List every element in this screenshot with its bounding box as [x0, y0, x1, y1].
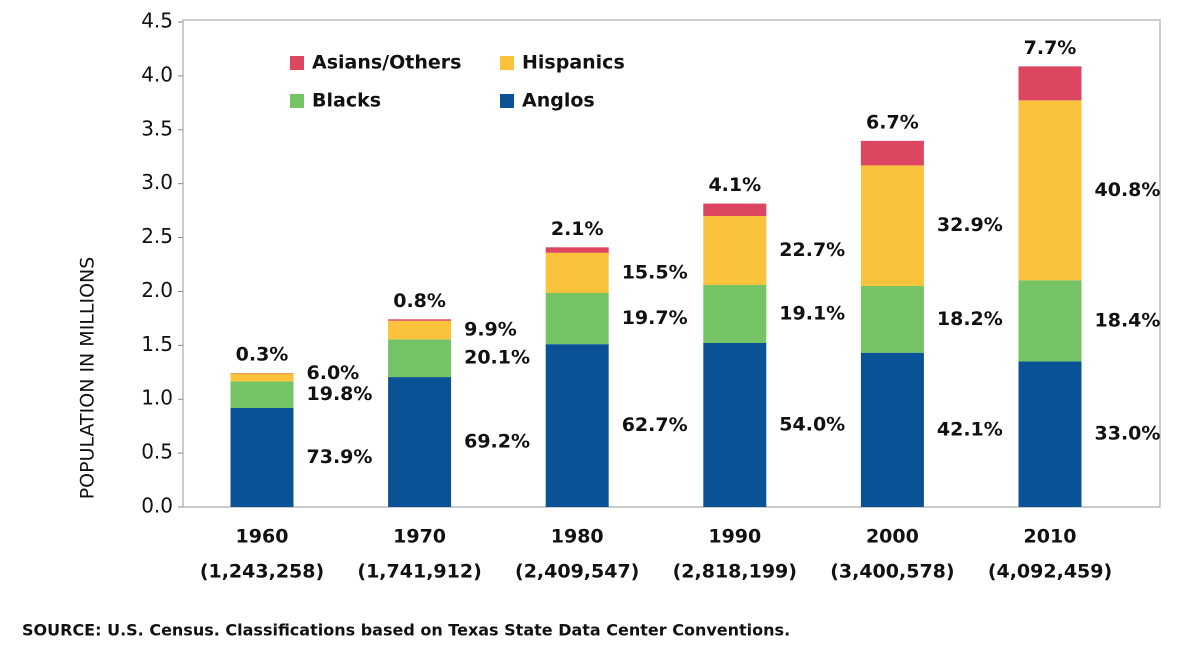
- source-note: SOURCE: U.S. Census. Classifications bas…: [22, 621, 790, 640]
- share-label: 15.5%: [622, 261, 688, 283]
- x-tick-label: 1960: [236, 526, 289, 548]
- x-tick-label: 1990: [708, 526, 761, 548]
- share-label: 7.7%: [1024, 37, 1077, 59]
- bar-segment: [388, 339, 452, 378]
- share-label: 0.3%: [236, 343, 289, 365]
- y-tick-label: 3.0: [141, 170, 173, 194]
- share-label: 69.2%: [464, 431, 530, 453]
- share-label: 73.9%: [307, 446, 373, 468]
- legend-label: Blacks: [312, 90, 381, 112]
- bar-segment: [388, 320, 452, 340]
- y-axis-label: POPULATION IN MILLIONS: [77, 257, 99, 500]
- bar-segment: [860, 352, 924, 507]
- share-label: 6.7%: [866, 111, 919, 133]
- bar-segment: [703, 203, 767, 217]
- legend-swatch: [290, 94, 304, 108]
- bar-segment: [388, 377, 452, 507]
- share-label: 9.9%: [464, 319, 517, 341]
- bar-segment: [230, 407, 294, 507]
- x-tick-label: 2010: [1024, 526, 1077, 548]
- x-tick-label: 1970: [393, 526, 446, 548]
- bar-segment: [1018, 66, 1082, 101]
- x-tick-sublabel: (1,243,258): [200, 561, 324, 583]
- bar-segment: [230, 373, 294, 382]
- y-tick-label: 2.5: [141, 224, 173, 248]
- bar-segment: [1018, 280, 1082, 362]
- share-label: 42.1%: [937, 418, 1003, 440]
- plot-frame: [182, 19, 1161, 508]
- legend-swatch: [500, 56, 514, 70]
- y-tick-label: 1.0: [141, 386, 173, 410]
- bar-segment: [860, 165, 924, 287]
- y-tick-label: 4.5: [141, 9, 173, 33]
- legend-label: Asians/Others: [312, 52, 461, 74]
- share-label: 54.0%: [779, 413, 845, 435]
- share-label: 19.8%: [307, 383, 373, 405]
- share-label: 20.1%: [464, 347, 530, 369]
- bar-segment: [703, 284, 767, 343]
- x-tick-sublabel: (1,741,912): [357, 561, 481, 583]
- share-label: 0.8%: [393, 290, 446, 312]
- bar-segment: [1018, 361, 1082, 507]
- y-tick-label: 4.0: [141, 62, 173, 86]
- bar-segment: [230, 381, 294, 408]
- bar-segment: [545, 252, 609, 294]
- bar-segment: [703, 342, 767, 507]
- x-tick-label: 1980: [551, 526, 604, 548]
- x-tick-sublabel: (4,092,459): [988, 561, 1112, 583]
- bar-segment: [545, 247, 609, 253]
- y-tick-label: 3.5: [141, 116, 173, 140]
- y-tick-label: 0.5: [141, 440, 173, 464]
- bar-segment: [388, 319, 452, 321]
- legend-label: Anglos: [522, 90, 595, 112]
- share-label: 4.1%: [708, 174, 761, 196]
- share-label: 32.9%: [937, 214, 1003, 236]
- x-tick-label: 2000: [866, 526, 919, 548]
- share-label: 19.1%: [779, 302, 845, 324]
- share-label: 62.7%: [622, 414, 688, 436]
- bar-segment: [860, 140, 924, 166]
- share-label: 22.7%: [779, 239, 845, 261]
- bar-segment: [860, 286, 924, 353]
- bar-segment: [1018, 100, 1082, 281]
- y-tick-label: 2.0: [141, 278, 173, 302]
- y-tick-label: 1.5: [141, 332, 173, 356]
- share-label: 40.8%: [1095, 179, 1161, 201]
- share-label: 6.0%: [307, 362, 360, 384]
- legend-label: Hispanics: [522, 52, 625, 74]
- bar-segment: [545, 293, 609, 345]
- share-label: 18.2%: [937, 308, 1003, 330]
- y-tick-label: 0.0: [141, 494, 173, 518]
- x-tick-sublabel: (3,400,578): [830, 561, 954, 583]
- legend-swatch: [290, 56, 304, 70]
- share-label: 19.7%: [622, 307, 688, 329]
- bar-segment: [545, 344, 609, 507]
- share-label: 33.0%: [1095, 423, 1161, 445]
- share-label: 18.4%: [1095, 309, 1161, 331]
- x-tick-sublabel: (2,818,199): [673, 561, 797, 583]
- share-label: 2.1%: [551, 218, 604, 240]
- x-tick-sublabel: (2,409,547): [515, 561, 639, 583]
- legend-swatch: [500, 94, 514, 108]
- bar-segment: [703, 216, 767, 285]
